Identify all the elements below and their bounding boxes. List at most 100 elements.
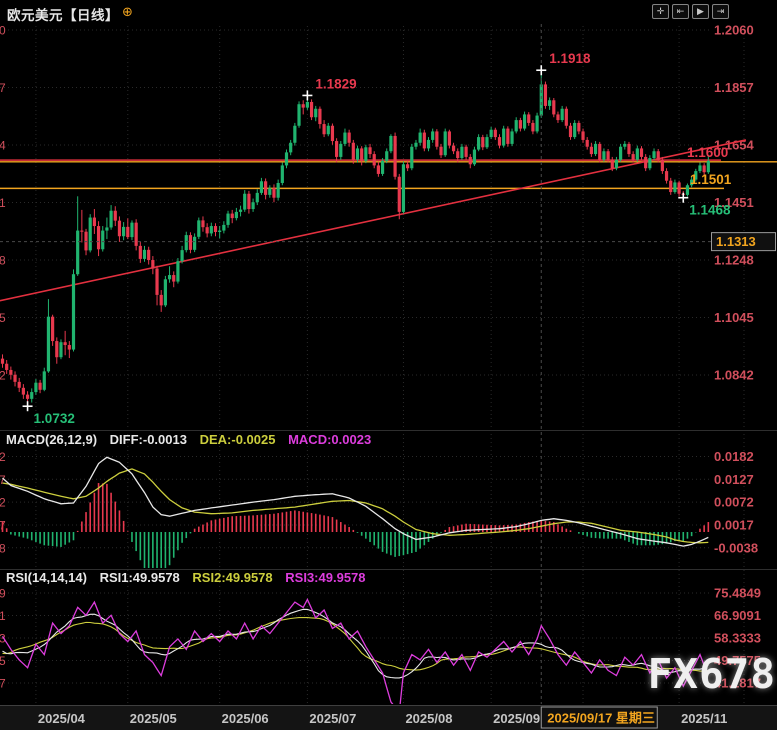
level-price-label: 1.1501 [690,172,732,187]
candle [176,261,180,282]
axis-label-clipped: 0 [0,24,6,38]
candle [481,137,485,148]
candle [451,145,456,152]
candle [347,132,351,143]
candle [410,146,414,169]
scale-axis-left-icon[interactable]: ⇤ [672,4,689,19]
candle [151,260,155,269]
candle [677,182,681,194]
candle [568,125,573,138]
crosshair [0,24,711,704]
candle [552,100,556,115]
axis-label: 0.0182 [714,449,754,464]
macd-macd-value: MACD:0.0023 [288,432,372,447]
candle [218,230,222,232]
candle [55,341,59,358]
candle [142,249,147,259]
go-to-latest-icon[interactable]: ⇥ [712,4,729,19]
candle [602,151,606,160]
annotations: 1.0732 1.1829 1.1918 1.1468 1.1600 1.1501 [22,51,732,426]
rsi-axis: 75.4849 9 66.9091 1 58.3333 3 49.7575 5 41.1817 7 [0,586,761,691]
candle [247,193,251,210]
candle [598,143,602,160]
axis-label-clipped: 2 [0,369,6,383]
candle [276,182,280,198]
candle [42,371,46,390]
rsi-name: RSI(14,14,14) [6,570,87,585]
candle [326,125,330,135]
extreme-price-label: 1.0732 [34,411,75,426]
axis-label: 41.1817 [714,676,761,691]
candle [343,132,347,144]
candle [76,230,80,275]
candle [673,182,677,193]
axis-label-clipped: 5 [0,654,6,668]
axis-label: 0.0127 [714,472,754,487]
pan-icon[interactable]: ✛ [652,4,669,19]
candle [213,226,218,232]
candle [318,108,322,125]
candle [0,358,5,364]
auto-scroll-icon[interactable]: ▶ [692,4,709,19]
candle [230,213,234,219]
candle [368,147,372,155]
candle [439,146,443,156]
candle [289,142,293,153]
candle [84,231,88,251]
axis-label: 1.0842 [714,368,754,383]
candle [21,387,25,395]
candle [134,222,138,246]
crosshair-price-box [711,232,776,252]
candlesticks [0,70,710,407]
candle [564,108,568,126]
candle [38,382,42,390]
candle [351,142,355,160]
candle [67,345,71,350]
axis-label-clipped: 9 [0,587,6,601]
candle [648,158,652,169]
candle [105,227,109,231]
extreme-price-label: 1.1829 [315,76,356,91]
time-axis: 2025/04 2025/05 2025/06 2025/07 2025/08 2025/… [38,711,727,726]
candle [59,342,63,358]
candle [431,131,435,140]
axis-label-clipped: 1 [0,196,6,210]
candle [96,226,101,250]
candle [690,179,694,186]
candle [13,374,17,382]
candle [88,217,92,251]
candle [426,139,431,149]
candle [234,211,238,219]
rsi-plot [1,598,709,704]
candle [147,249,151,261]
candle [531,122,535,132]
candle [293,125,297,143]
candle [460,146,464,159]
crosshair-boxes: 1.1313 2025/09/17 星期三 [540,232,776,729]
candle [631,154,635,160]
add-indicator-icon[interactable]: ⊕ [122,4,133,19]
level-price-label: 1.1600 [687,145,728,160]
candle [34,382,38,393]
symbol-title: 欧元美元【日线】 [7,8,119,23]
candle [589,146,593,155]
candle [130,222,134,238]
candle [639,148,644,157]
candle [330,125,335,142]
candle [297,104,301,126]
candle [644,156,648,169]
candle [309,101,314,118]
axis-label: 1.1857 [714,80,754,95]
candle [660,159,664,172]
time-label: 2025/07 [309,711,356,726]
candle [80,230,84,232]
candle [389,135,393,152]
candle [385,151,389,161]
candle [527,114,531,123]
candle [122,226,126,237]
candle [46,316,51,372]
macd-diff-value: DIFF:-0.0013 [109,432,187,447]
candle [376,165,380,174]
